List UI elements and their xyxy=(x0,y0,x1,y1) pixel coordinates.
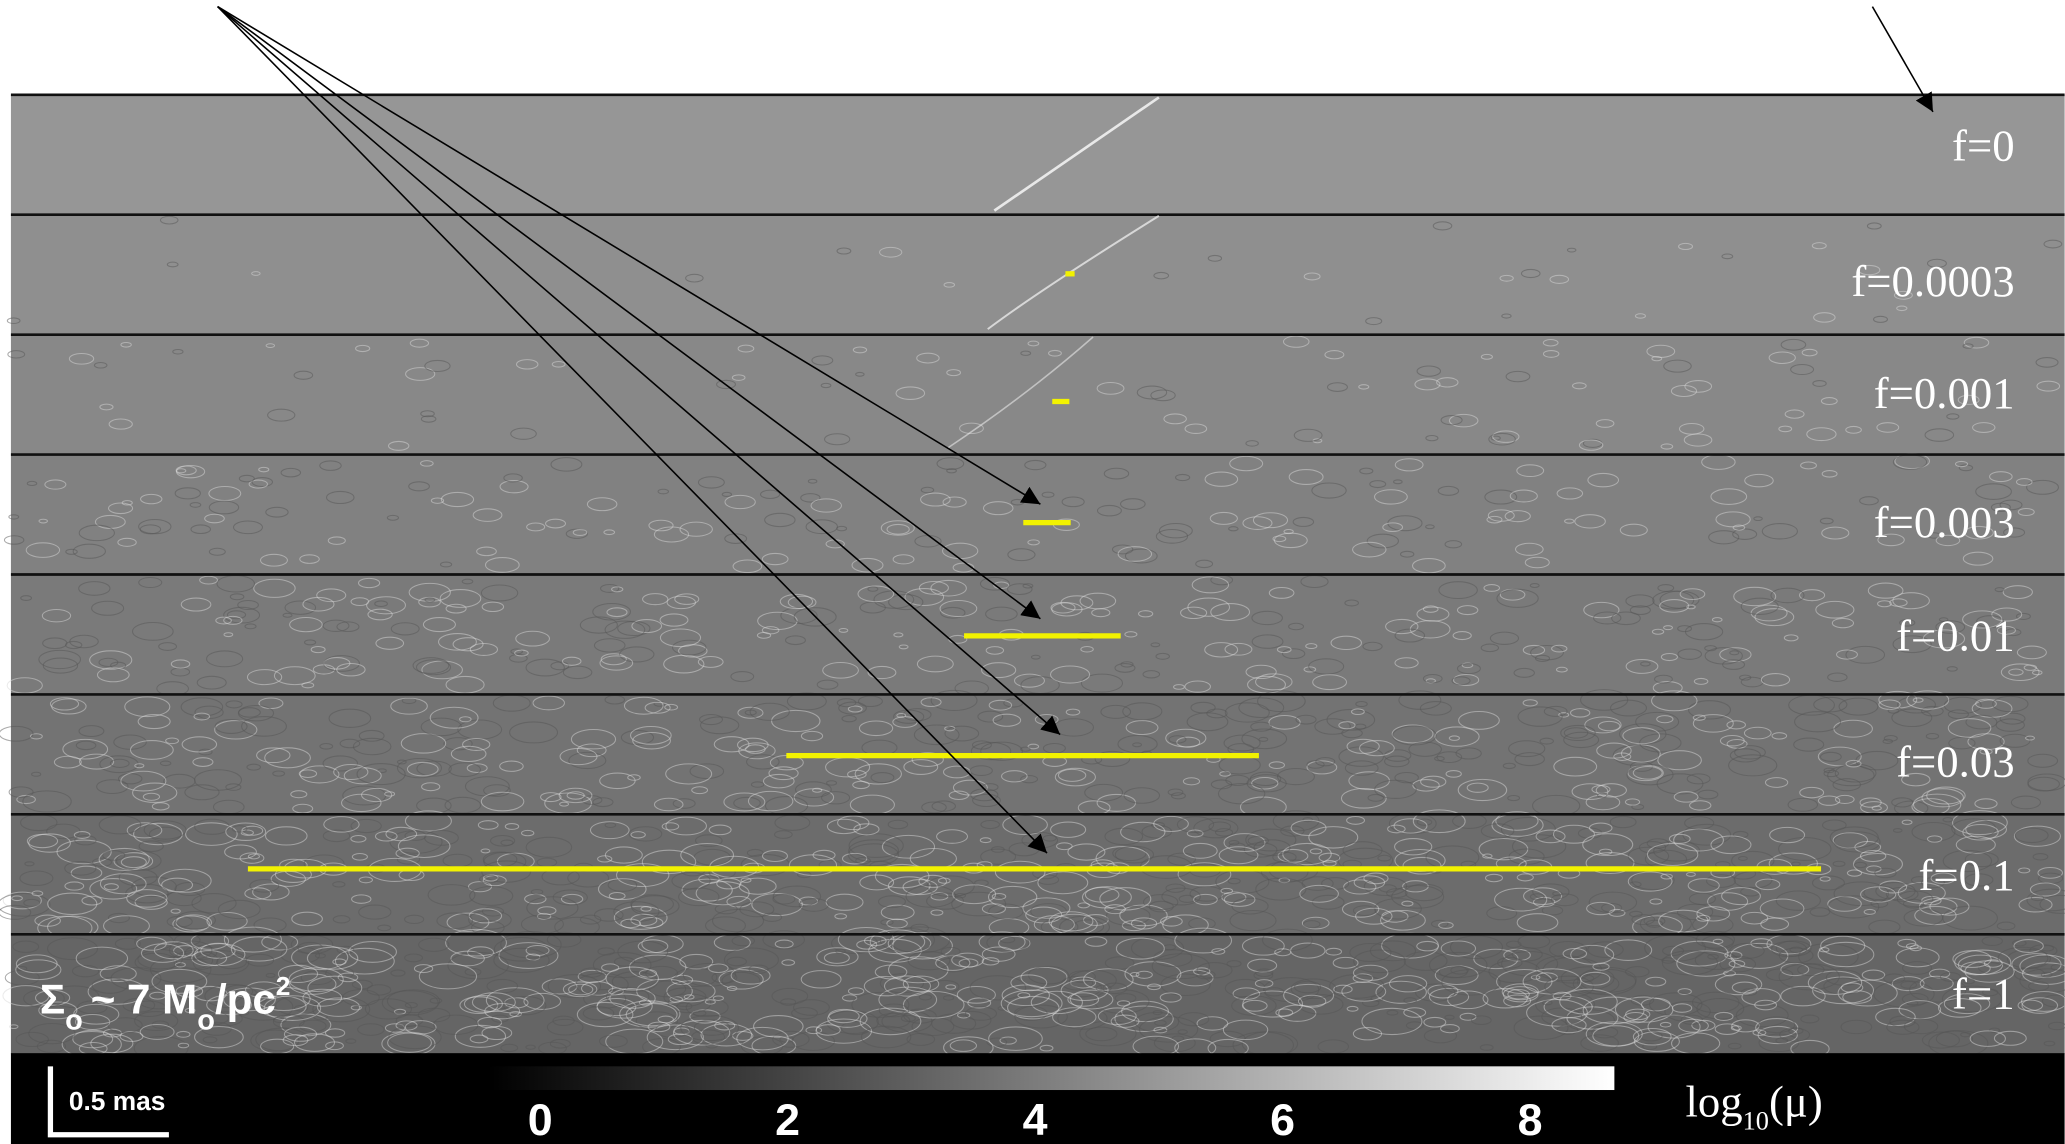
colorbar-tick-label: 4 xyxy=(1023,1095,1048,1144)
scale-bar-label: 0.5 mas xyxy=(69,1086,166,1116)
panel-label: f=0.1 xyxy=(1918,850,2014,900)
symbol: Σ xyxy=(40,976,65,1023)
label-suffix: (μ) xyxy=(1769,1076,1823,1126)
figure: f=0 f=0.0003 f=0.001 f=0.003 f=0.01 f=0.03 f=0… xyxy=(0,0,2065,1144)
panel-label: f=0.003 xyxy=(1874,497,2015,547)
panel-label: f=1 xyxy=(1952,968,2015,1018)
subscript: o xyxy=(65,1004,83,1036)
colorbar xyxy=(487,1066,1614,1090)
colorbar-tick-label: 8 xyxy=(1518,1095,1543,1144)
page: {"panels":[{"label":"f=0"},{"label":"f=0… xyxy=(0,0,2065,1144)
colorbar-tick-label: 6 xyxy=(1270,1095,1295,1144)
panel-label: f=0 xyxy=(1952,121,2015,171)
map-strip xyxy=(11,335,2065,455)
map-strip xyxy=(11,95,2065,215)
subscript: 10 xyxy=(1743,1107,1769,1136)
subscript: o xyxy=(197,1004,215,1036)
map-strip xyxy=(11,215,2065,335)
colorbar-tick-label: 2 xyxy=(775,1095,800,1144)
maps xyxy=(0,95,2065,1060)
map-strip xyxy=(11,455,2065,575)
unit: /pc xyxy=(215,976,276,1023)
label: log xyxy=(1685,1076,1742,1126)
panel-label: f=0.03 xyxy=(1896,737,2014,787)
superscript: 2 xyxy=(276,971,291,1001)
colorbar-tick-label: 0 xyxy=(528,1095,553,1144)
panel-label: f=0.01 xyxy=(1896,610,2014,660)
panel-label: f=0.001 xyxy=(1874,368,2015,418)
text: ~ 7 M xyxy=(91,976,198,1023)
panel-label: f=0.0003 xyxy=(1851,256,2014,306)
